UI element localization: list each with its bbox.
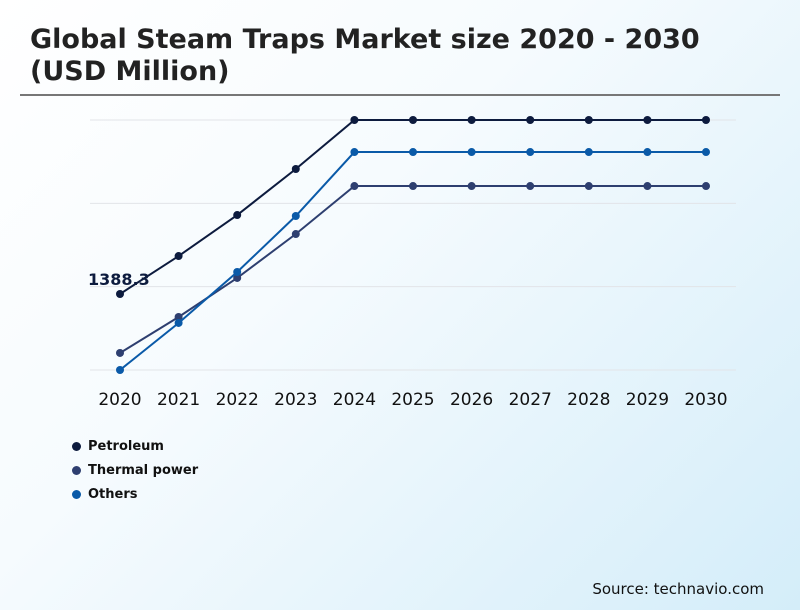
x-tick-label: 2030: [684, 390, 727, 410]
data-point: [291, 212, 300, 221]
data-point: [526, 148, 535, 157]
chart-title: Global Steam Traps Market size 2020 - 20…: [30, 24, 700, 87]
data-point: [467, 148, 476, 157]
legend: Petroleum Thermal power Others: [72, 434, 198, 506]
data-point: [350, 182, 359, 191]
x-tick-label: 2027: [509, 390, 552, 410]
data-point: [584, 182, 593, 191]
series-line: [119, 119, 706, 295]
x-tick-label: 2023: [274, 390, 317, 410]
x-tick-label: 2021: [157, 390, 200, 410]
legend-item: Others: [72, 482, 198, 506]
data-point: [526, 182, 535, 191]
data-point: [350, 116, 359, 124]
legend-label: Petroleum: [88, 438, 164, 454]
legend-label: Thermal power: [88, 462, 199, 478]
legend-marker: [72, 465, 81, 475]
data-point: [116, 366, 124, 374]
title-divider: [20, 94, 780, 96]
data-point: [116, 348, 124, 357]
data-point: [291, 230, 300, 239]
data-label: 1388.3: [88, 270, 150, 289]
legend-item: Thermal power: [72, 458, 198, 482]
x-tick-label: 2024: [333, 390, 376, 410]
data-point: [643, 182, 652, 191]
data-point: [584, 148, 593, 157]
data-point: [291, 164, 300, 173]
data-point: [467, 182, 476, 191]
data-point: [233, 273, 242, 282]
data-point: [350, 148, 359, 157]
data-point: [409, 182, 417, 191]
x-tick-label: 2028: [567, 390, 610, 410]
source-note: Source: technavio.com: [592, 580, 764, 598]
x-tick-label: 2020: [98, 390, 141, 410]
data-point: [174, 252, 183, 261]
data-point: [174, 313, 183, 322]
data-point: [702, 116, 710, 124]
data-point: [233, 211, 242, 220]
data-point: [409, 116, 417, 124]
series-line: [119, 185, 706, 354]
x-tick-label: 2025: [391, 390, 434, 410]
data-point: [643, 116, 652, 124]
legend-marker: [72, 489, 81, 499]
x-tick-label: 2026: [450, 390, 493, 410]
legend-label: Others: [88, 486, 138, 502]
data-point: [584, 116, 593, 124]
data-point: [467, 116, 476, 124]
legend-marker: [72, 441, 81, 451]
data-point: [526, 116, 535, 124]
x-tick-label: 2029: [626, 390, 669, 410]
x-tick-label: 2022: [216, 390, 259, 410]
data-point: [174, 318, 183, 327]
data-point: [702, 148, 710, 157]
data-point: [233, 268, 242, 277]
data-point: [702, 182, 710, 191]
data-point: [643, 148, 652, 157]
data-point: [116, 290, 124, 299]
data-point: [409, 148, 417, 157]
legend-item: Petroleum: [72, 434, 198, 458]
